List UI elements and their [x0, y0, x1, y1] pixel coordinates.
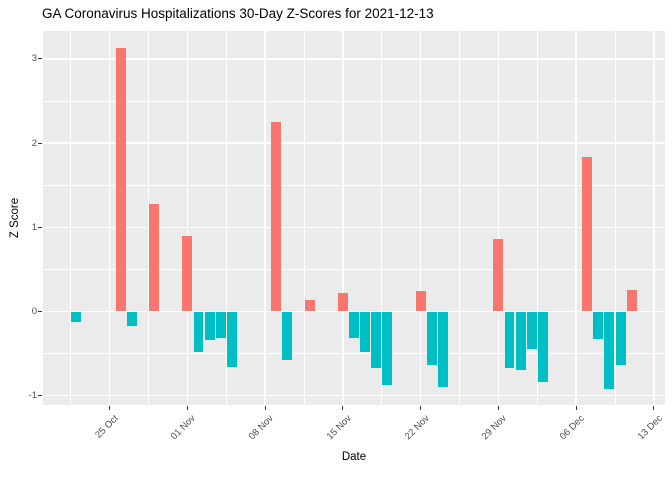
- bar-2021-11-03: [204, 311, 215, 341]
- x-tick-mark: [575, 406, 577, 410]
- bar-2021-12-02: [526, 311, 537, 350]
- gridline-minor-h: [43, 268, 665, 270]
- gridline-minor-v: [536, 31, 538, 405]
- gridline-minor-h: [43, 353, 665, 354]
- gridline-major-h: [43, 142, 665, 144]
- x-tick-mark: [420, 406, 422, 410]
- bar-2021-11-09: [271, 121, 282, 312]
- bar-2021-12-01: [515, 311, 526, 371]
- bar-2021-11-22: [415, 291, 426, 312]
- y-tick-mark: [38, 311, 42, 312]
- y-tick-label: -1: [28, 390, 37, 402]
- bar-2021-10-22: [71, 311, 82, 323]
- gridline-minor-v: [459, 31, 460, 405]
- bar-2021-10-27: [126, 311, 137, 326]
- y-tick-label: 1: [31, 221, 37, 233]
- gridline-minor-h: [43, 100, 665, 102]
- x-tick-mark: [109, 406, 111, 410]
- x-tick-mark: [264, 406, 266, 410]
- bar-2021-11-18: [371, 311, 382, 368]
- bar-2021-11-02: [193, 311, 204, 352]
- gridline-minor-v: [303, 31, 305, 405]
- y-axis-title: Z Score: [9, 197, 21, 239]
- gridline-minor-v: [70, 31, 72, 405]
- gridline-major-v: [342, 31, 344, 405]
- gridline-minor-v: [381, 31, 383, 405]
- y-tick-label: 0: [31, 306, 37, 317]
- y-tick-mark: [38, 395, 42, 397]
- bar-2021-12-09: [604, 311, 615, 389]
- gridline-major-v: [264, 31, 266, 405]
- gridline-major-v: [108, 31, 111, 405]
- bar-2021-11-05: [226, 311, 237, 368]
- y-tick-label: 3: [31, 53, 37, 65]
- x-axis-title: Date: [341, 451, 367, 463]
- gridline-major-h: [43, 226, 665, 229]
- bar-2021-11-12: [304, 299, 315, 312]
- bar-2021-10-29: [149, 203, 160, 312]
- bar-2021-11-16: [349, 311, 359, 338]
- y-tick-mark: [38, 142, 42, 144]
- chart-title: GA Coronavirus Hospitalizations 30-Day Z…: [42, 6, 434, 21]
- bar-2021-11-01: [182, 235, 193, 312]
- gridline-major-h: [43, 58, 665, 60]
- bar-2021-12-11: [626, 289, 637, 312]
- bar-2021-12-03: [537, 311, 548, 383]
- bar-2021-11-24: [437, 311, 448, 388]
- gridline-minor-h: [43, 184, 665, 186]
- bar-2021-11-15: [337, 292, 348, 312]
- bar-2021-11-30: [504, 311, 515, 368]
- x-tick-mark: [653, 406, 655, 410]
- bar-2021-10-26: [115, 47, 126, 312]
- bar-2021-12-07: [582, 157, 593, 312]
- x-tick-mark: [497, 406, 499, 410]
- gridline-minor-v: [225, 31, 227, 405]
- gridline-major-h: [43, 394, 665, 397]
- gridline-major-v: [575, 31, 577, 405]
- y-tick-mark: [38, 226, 42, 228]
- bar-2021-11-04: [215, 311, 226, 338]
- bar-2021-11-23: [426, 311, 437, 366]
- gridline-minor-v: [614, 31, 616, 405]
- bar-2021-11-29: [493, 239, 504, 312]
- gridline-major-v: [419, 31, 422, 405]
- x-tick-mark: [186, 406, 188, 410]
- plot-panel: [43, 31, 665, 405]
- x-tick-mark: [342, 406, 344, 410]
- y-tick-label: 2: [31, 137, 37, 149]
- gridline-minor-v: [148, 31, 149, 405]
- bar-2021-11-10: [282, 311, 293, 361]
- bar-2021-12-08: [593, 311, 604, 340]
- bar-2021-11-17: [360, 311, 371, 352]
- gridline-major-v: [497, 31, 500, 405]
- gridline-major-v: [186, 31, 189, 405]
- bar-2021-12-10: [615, 311, 626, 366]
- gridline-major-v: [653, 31, 655, 405]
- bar-2021-11-19: [382, 311, 393, 385]
- y-tick-mark: [38, 58, 42, 60]
